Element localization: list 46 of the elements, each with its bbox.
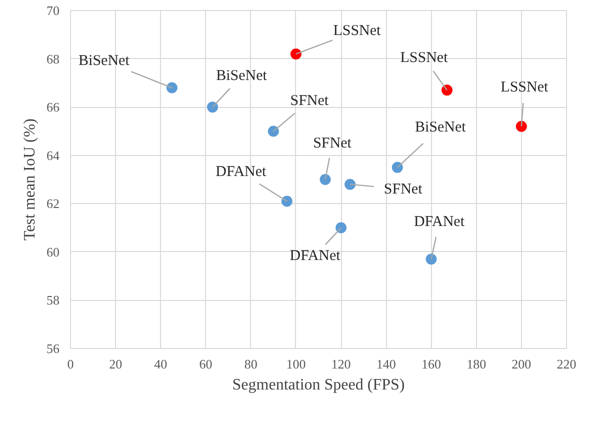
point xyxy=(516,120,527,132)
point xyxy=(336,222,347,234)
annotation: DFANet xyxy=(414,214,466,230)
point xyxy=(268,126,279,137)
y-tick-label: 68 xyxy=(46,51,60,66)
annotation: DFANet xyxy=(216,164,268,180)
annotation: SFNet xyxy=(384,181,424,198)
y-axis-title: Test mean IoU (%) xyxy=(22,118,38,240)
annotation: BiSeNet xyxy=(414,119,467,136)
annotation: SFNet xyxy=(313,136,352,152)
annotation: BiSeNet xyxy=(216,68,268,84)
x-tick-label: 200 xyxy=(512,356,532,372)
point xyxy=(290,48,302,60)
y-tick-label: 60 xyxy=(46,244,60,260)
y-tick-label: 64 xyxy=(46,148,60,163)
x-tick-label: 140 xyxy=(376,356,396,372)
x-tick-label: 180 xyxy=(466,356,486,372)
x-tick-label: 80 xyxy=(244,356,258,372)
x-tick-label: 100 xyxy=(286,356,306,372)
x-tick-label: 120 xyxy=(331,356,351,372)
x-tick-label: 20 xyxy=(109,356,122,372)
x-axis-title: Segmentation Speed (FPS) xyxy=(232,376,405,394)
point xyxy=(426,254,437,265)
point xyxy=(320,174,331,185)
annotation: LSSNet xyxy=(400,50,449,66)
x-tick-label: 0 xyxy=(67,356,74,372)
y-tick-label: 70 xyxy=(46,3,60,18)
annotation: LSSNet xyxy=(333,22,382,39)
point xyxy=(207,102,218,113)
point xyxy=(166,82,178,94)
x-tick-label: 160 xyxy=(421,356,441,372)
x-tick-label: 60 xyxy=(199,356,212,372)
x-tick-label: 40 xyxy=(154,356,168,372)
y-tick-label: 62 xyxy=(46,196,60,212)
y-tick-label: 66 xyxy=(46,100,60,115)
y-tick-label: 56 xyxy=(46,341,60,356)
annotation: LSSNet xyxy=(500,79,549,96)
point xyxy=(442,84,453,96)
x-tick-label: 220 xyxy=(556,356,576,372)
annotation: SFNet xyxy=(290,93,330,110)
y-tick-label: 58 xyxy=(46,292,60,308)
annotation: DFANet xyxy=(290,248,342,264)
point xyxy=(281,196,292,207)
point xyxy=(344,178,356,190)
point xyxy=(392,162,403,173)
annotation: BiSeNet xyxy=(78,52,130,69)
